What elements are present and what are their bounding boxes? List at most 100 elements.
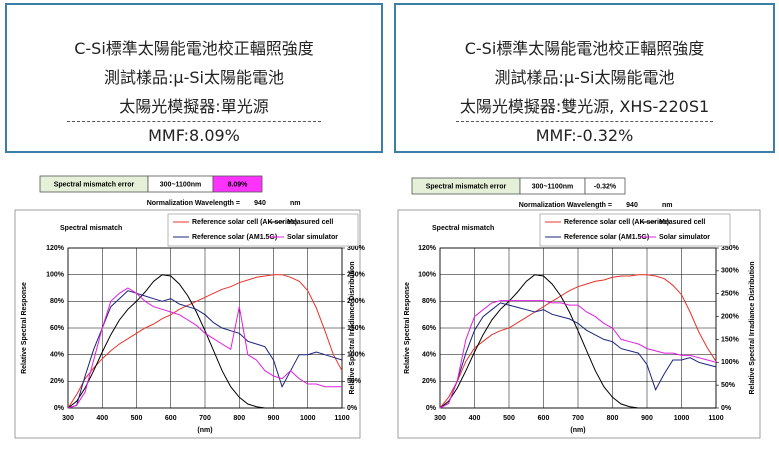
header-line: 測試樣品:µ-Si太陽能電池 [494,68,675,87]
table-text: Spectral mismatch error [54,181,135,188]
x-tick-label: 400 [469,415,481,422]
y2-tick-label: 100% [721,359,740,366]
y2-axis-label: Relative Spectral Irradiance Distributio… [349,261,356,394]
header-box: C-Si標準太陽能電池校正輻照強度 測試樣品:µ-Si太陽能電池 太陽光模擬器:… [394,3,775,153]
y2-tick-label: 250% [347,272,366,279]
y-tick-label: 100% [418,272,437,279]
y-tick-label: 40% [422,352,437,359]
legend-label: Reference solar (AM1.5G) [564,234,649,241]
x-tick-label: 900 [641,415,653,422]
y-tick-label: 100% [46,272,65,279]
header-box: C-Si標準太陽能電池校正輻照強度 測試樣品:µ-Si太陽能電池 太陽光模擬器:… [5,3,383,153]
x-axis-label: (nm) [570,427,585,434]
table-cell [212,175,263,193]
x-tick-label: 1000 [674,415,690,422]
y2-tick-label: 350% [721,245,740,252]
y2-tick-label: 100% [347,352,366,359]
legend-label: Reference solar (AM1.5G) [192,234,277,241]
y2-tick-label: 200% [721,313,740,320]
x-tick-label: 1100 [708,415,723,422]
y-tick-label: 20% [50,378,65,385]
series-line [439,274,717,409]
norm-unit: nm [290,200,301,207]
norm-value: 940 [626,202,638,209]
norm-value: 940 [254,200,266,207]
series-line [67,290,343,409]
series-line [67,274,343,409]
table-cell [584,177,626,195]
series-line [439,274,716,409]
x-tick-label: 700 [572,415,584,422]
x-tick-label: 800 [233,415,245,422]
header-line: C-Si標準太陽能電池校正輻照強度 [464,39,705,58]
y-tick-label: 40% [50,352,65,359]
series-line [439,302,717,409]
y-tick-label: 80% [50,298,65,305]
x-tick-label: 500 [503,415,515,422]
x-tick-label: 400 [96,415,108,422]
y2-tick-label: 0% [721,405,732,412]
legend-label: Reference solar cell (AK series) [192,219,297,226]
header-line: 太陽光模擬器:雙光源, XHS-220S1 [459,97,710,116]
series-line [67,287,342,409]
y2-tick-label: 250% [721,291,740,298]
chart-title: Spectral mismatch [60,225,122,232]
header-line: 測試樣品:µ-Si太陽能電池 [104,68,284,87]
x-tick-label: 800 [607,415,619,422]
y-tick-label: 0% [54,405,65,412]
y2-tick-label: 50% [347,378,362,385]
x-tick-label: 900 [268,415,280,422]
series-line [67,274,342,409]
y2-tick-label: 300% [347,245,366,252]
y2-tick-label: 300% [721,268,740,275]
mmf: MMF:8.09% [148,126,240,145]
header-line: C-Si標準太陽能電池校正輻照強度 [74,39,314,58]
norm-label: Normalization Wavelength = [147,200,240,207]
legend-box [539,213,731,247]
legend-label: Measured cell [287,219,333,226]
norm-label: Normalization Wavelength = [519,202,612,209]
y2-tick-label: 200% [347,298,366,305]
legend-label: Measured cell [659,219,705,226]
y2-tick-label: 150% [347,325,366,332]
legend-label: Solar simulator [659,234,710,241]
y-tick-label: 60% [422,325,437,332]
table-text: 300~1100nm [160,181,201,188]
x-tick-label: 300 [434,415,446,422]
mmf: MMF:-0.32% [535,126,634,145]
legend-label: Reference solar cell (AK series) [564,219,669,226]
y-tick-label: 0% [426,405,437,412]
y-tick-label: 60% [50,325,65,332]
table-text: Spectral mismatch error [426,183,507,190]
x-axis-label: (nm) [197,427,212,434]
x-tick-label: 1100 [334,415,349,422]
header-line: 太陽光模擬器:單光源 [119,97,269,116]
y-tick-label: 120% [418,245,437,252]
separator [67,121,321,122]
y2-tick-label: 150% [721,336,740,343]
series-line [439,300,717,409]
y-tick-label: 20% [422,378,437,385]
x-tick-label: 700 [199,415,211,422]
legend-label: Solar simulator [287,234,338,241]
x-tick-label: 600 [165,415,177,422]
table-text: 8.09% [228,181,249,188]
legend-box [167,213,359,247]
table-text: -0.32% [594,183,617,190]
y-axis-label: Relative Spectral Response [21,282,28,374]
y2-tick-label: 50% [721,382,736,389]
norm-unit: nm [662,202,673,209]
separator [456,121,713,122]
y-tick-label: 80% [422,298,437,305]
y-axis-label: Relative Spectral Response [404,282,411,374]
x-tick-label: 500 [131,415,143,422]
x-tick-label: 600 [538,415,550,422]
table-text: 300~1100nm [532,183,573,190]
y2-tick-label: 0% [347,405,358,412]
y2-axis-label: Relative Spectral Irradiance Distributio… [749,261,756,394]
chart-title: Spectral mismatch [432,225,494,232]
x-tick-label: 1000 [300,415,316,422]
x-tick-label: 300 [62,415,74,422]
